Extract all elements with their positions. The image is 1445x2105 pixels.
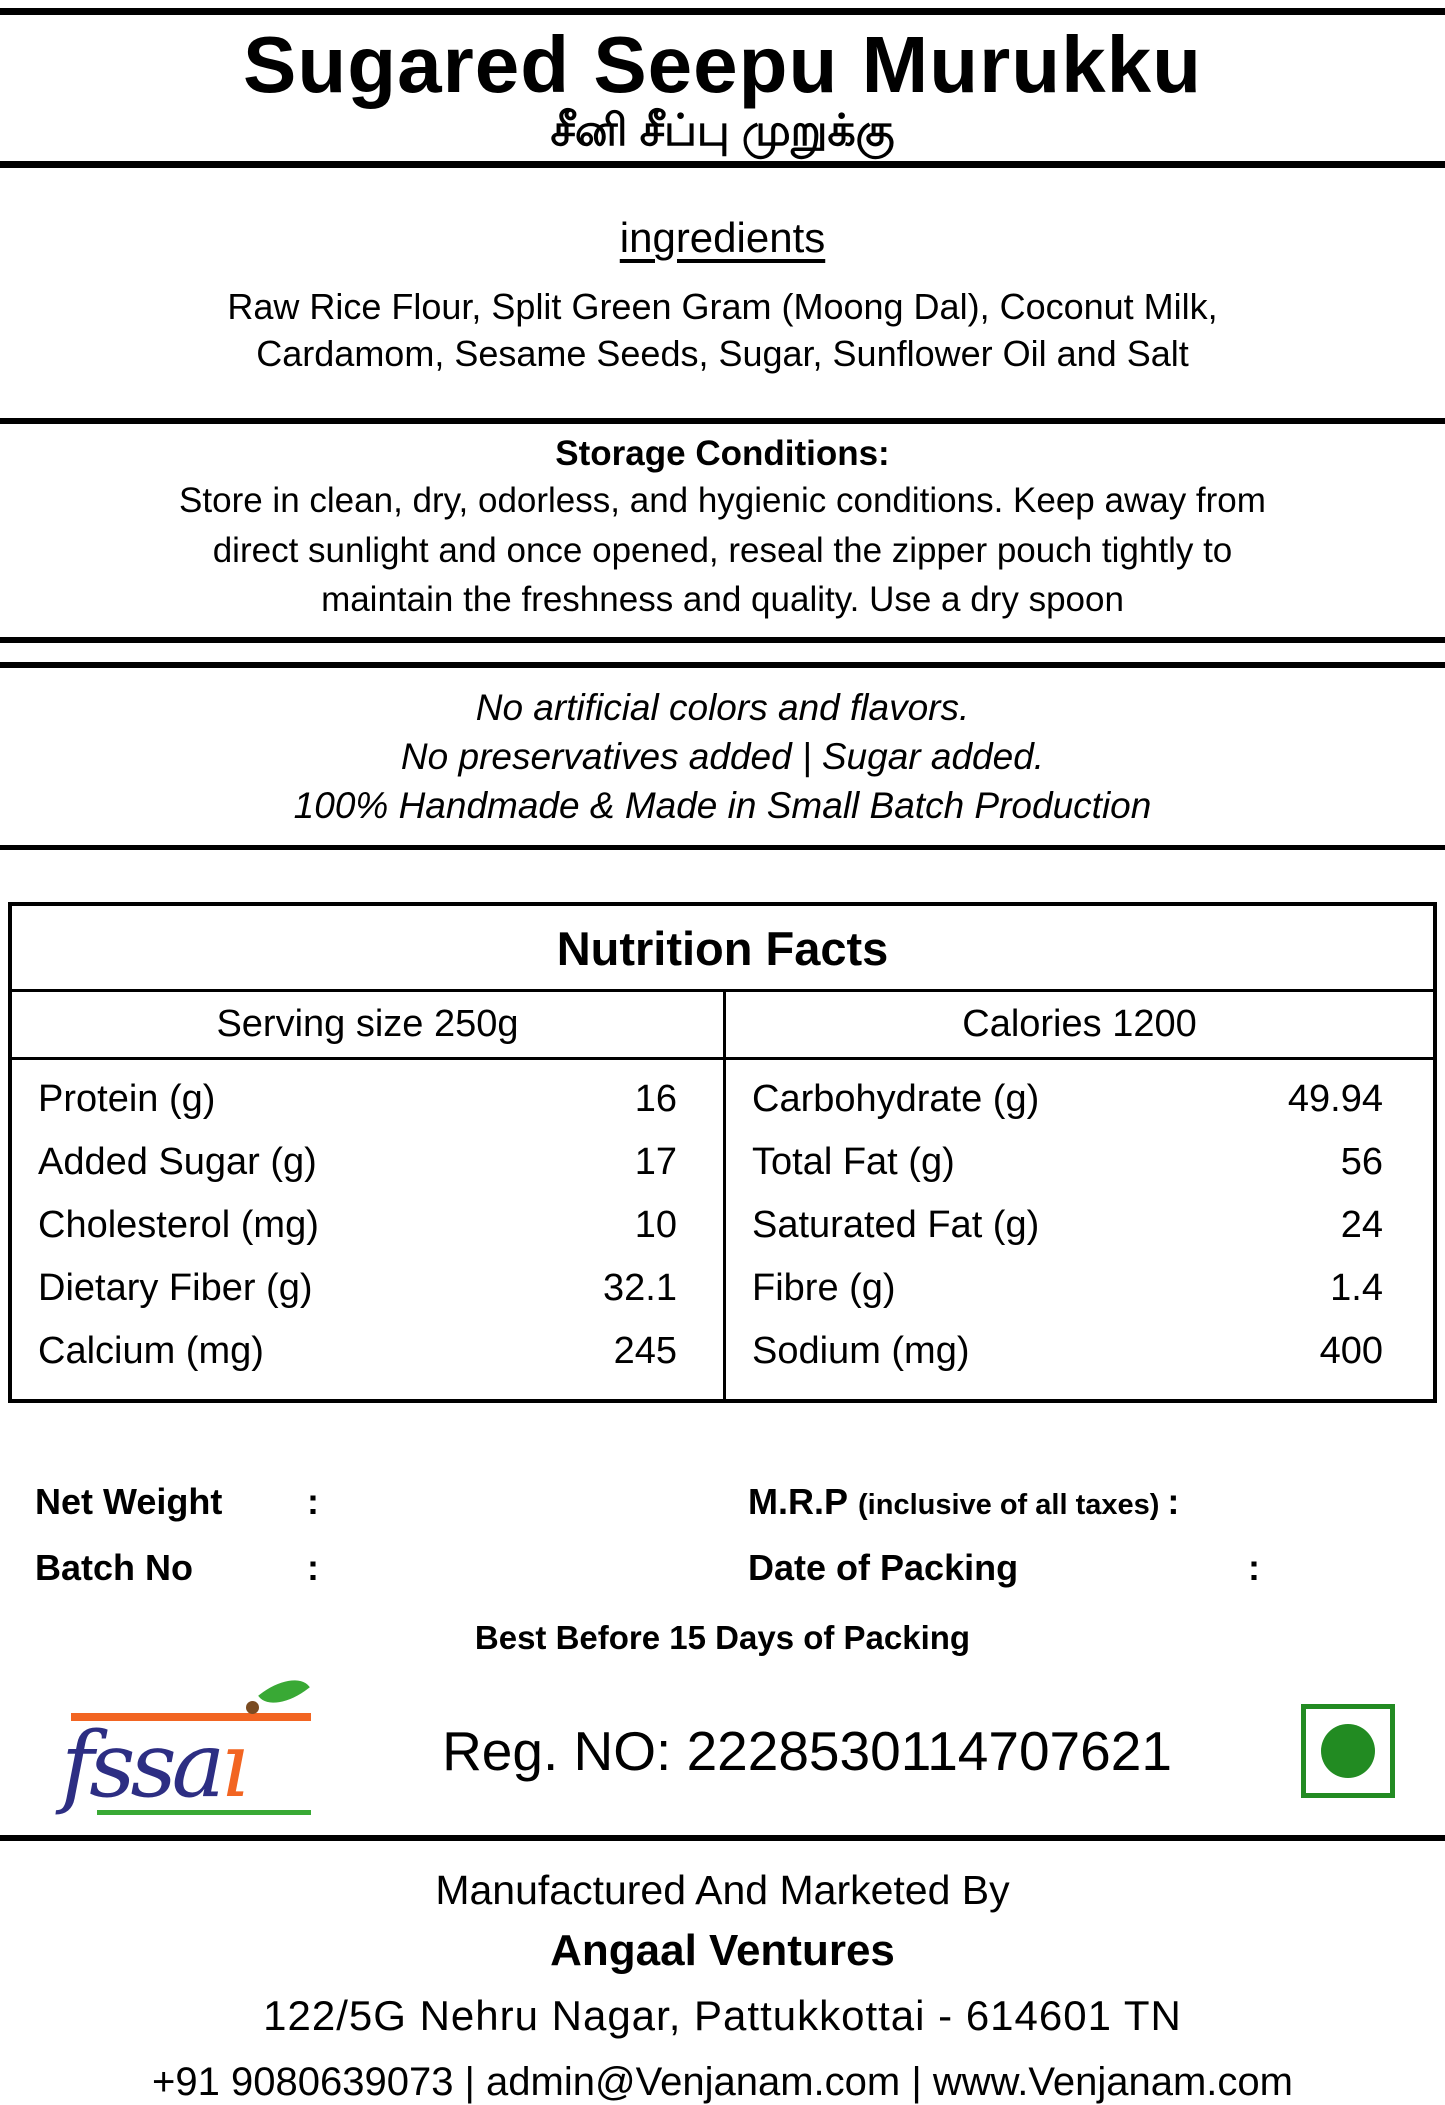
fssai-logo: fssaı xyxy=(55,1667,313,1815)
title-divider xyxy=(0,161,1445,169)
top-divider xyxy=(0,8,1445,15)
nutrient-value: 16 xyxy=(634,1077,677,1120)
nutrient-row: Sodium (mg) 400 xyxy=(726,1320,1433,1383)
fssai-underline xyxy=(97,1809,311,1815)
leaf-icon xyxy=(258,1667,310,1716)
fssai-wordmark: fssaı xyxy=(61,1720,249,1811)
nutrient-label: Dietary Fiber (g) xyxy=(38,1266,313,1309)
nutrient-label: Carbohydrate (g) xyxy=(752,1077,1040,1120)
date-of-packing-label: Date of Packing xyxy=(748,1546,1019,1588)
nutrient-value: 24 xyxy=(1340,1203,1383,1246)
nutrient-row: Total Fat (g) 56 xyxy=(726,1131,1433,1194)
regulatory-row: fssaı Reg. NO: 2228530114707621 xyxy=(0,1667,1445,1819)
nutrient-label: Total Fat (g) xyxy=(752,1140,955,1183)
net-weight-label: Net Weight xyxy=(35,1480,223,1522)
claim-line: No preservatives added | Sugar added. xyxy=(400,735,1045,777)
nutrient-label: Fibre (g) xyxy=(752,1266,896,1309)
nutrition-left-column: Protein (g) 16 Added Sugar (g) 17 Choles… xyxy=(12,1059,726,1399)
colon: : xyxy=(307,1480,319,1522)
nutrient-value: 1.4 xyxy=(1330,1266,1383,1309)
date-of-packing-field: Date of Packing : xyxy=(722,1547,1445,1589)
nutrient-value: 49.94 xyxy=(1287,1077,1383,1120)
leaf-seed-dot xyxy=(246,1700,259,1714)
batch-no-label: Batch No xyxy=(35,1546,194,1588)
nutrient-row: Cholesterol (mg) 10 xyxy=(12,1194,723,1257)
manufactured-by-text: Manufactured And Marketed By xyxy=(435,1866,1010,1913)
colon: : xyxy=(1167,1480,1180,1522)
nutrition-header-row: Serving size 250g Calories 1200 xyxy=(12,991,1433,1060)
label-header: Sugared Seepu Murukku சீனி சீப்பு முறுக்… xyxy=(0,25,1445,155)
nutrient-label: Sodium (mg) xyxy=(752,1329,970,1372)
nutrient-row: Dietary Fiber (g) 32.1 xyxy=(12,1257,723,1320)
nutrient-value: 10 xyxy=(634,1203,677,1246)
veg-mark-icon xyxy=(1301,1703,1395,1798)
fssai-wordmark-i: ı xyxy=(220,1712,249,1818)
company-name: Angaal Ventures xyxy=(550,1925,895,1975)
claim-line: 100% Handmade & Made in Small Batch Prod… xyxy=(293,784,1152,826)
packing-row: Net Weight : M.R.P (inclusive of all tax… xyxy=(0,1481,1445,1523)
batch-no-field: Batch No : xyxy=(0,1547,722,1589)
nutrition-body: Protein (g) 16 Added Sugar (g) 17 Choles… xyxy=(12,1059,1433,1399)
mrp-label: M.R.P xyxy=(748,1480,849,1522)
storage-divider-1 xyxy=(0,637,1445,644)
mrp-note: (inclusive of all taxes) xyxy=(858,1488,1160,1521)
nutrient-value: 245 xyxy=(613,1329,677,1372)
colon: : xyxy=(307,1546,319,1588)
nutrient-row: Carbohydrate (g) 49.94 xyxy=(726,1068,1433,1131)
nutrition-facts-box: Nutrition Facts Serving size 250g Calori… xyxy=(8,901,1437,1403)
packing-info-section: Net Weight : M.R.P (inclusive of all tax… xyxy=(0,1481,1445,1657)
nutrient-label: Protein (g) xyxy=(38,1077,216,1120)
storage-text: Store in clean, dry, odorless, and hygie… xyxy=(179,480,1266,620)
nutrient-value: 17 xyxy=(634,1140,677,1183)
nutrient-label: Cholesterol (mg) xyxy=(38,1203,319,1246)
footer-divider xyxy=(0,1834,1445,1841)
nutrient-row: Added Sugar (g) 17 xyxy=(12,1131,723,1194)
colon: : xyxy=(1248,1546,1260,1588)
mrp-field: M.R.P (inclusive of all taxes) : xyxy=(722,1481,1445,1523)
nutrition-facts-title: Nutrition Facts xyxy=(12,906,1433,992)
storage-section: Storage Conditions: Store in clean, dry,… xyxy=(0,434,1445,625)
ingredients-text: Raw Rice Flour, Split Green Gram (Moong … xyxy=(227,286,1218,375)
nutrient-row: Calcium (mg) 245 xyxy=(12,1320,723,1383)
nutrition-right-column: Carbohydrate (g) 49.94 Total Fat (g) 56 … xyxy=(726,1060,1433,1399)
fssai-reg-number: Reg. NO: 2228530114707621 xyxy=(442,1719,1172,1782)
net-weight-field: Net Weight : xyxy=(0,1481,722,1523)
product-title-tamil: சீனி சீப்பு முறுக்கு xyxy=(550,106,895,155)
calories: Calories 1200 xyxy=(962,1002,1197,1045)
claims-divider xyxy=(0,844,1445,850)
best-before-text: Best Before 15 Days of Packing xyxy=(474,1618,971,1656)
nutrient-value: 56 xyxy=(1340,1140,1383,1183)
storage-divider-2 xyxy=(0,662,1445,669)
company-address: 122/5G Nehru Nagar, Pattukkottai - 61460… xyxy=(263,1991,1182,2039)
manufacturer-section: Manufactured And Marketed By Angaal Vent… xyxy=(0,1867,1445,2105)
contact-line: +91 9080639073 | admin@Venjanam.com | ww… xyxy=(152,2059,1293,2104)
packing-row: Batch No : Date of Packing : xyxy=(0,1547,1445,1589)
claims-section: No artificial colors and flavors. No pre… xyxy=(0,684,1445,830)
nutrient-label: Added Sugar (g) xyxy=(38,1140,317,1183)
product-title: Sugared Seepu Murukku xyxy=(243,20,1202,109)
nutrient-row: Saturated Fat (g) 24 xyxy=(726,1194,1433,1257)
veg-mark-dot xyxy=(1321,1723,1375,1778)
fssai-wordmark-main: fssa xyxy=(61,1712,225,1818)
nutrient-label: Saturated Fat (g) xyxy=(752,1203,1040,1246)
storage-heading: Storage Conditions: xyxy=(555,433,890,473)
nutrient-value: 32.1 xyxy=(603,1266,677,1309)
nutrient-row: Protein (g) 16 xyxy=(12,1068,723,1131)
ingredients-divider xyxy=(0,417,1445,424)
nutrient-label: Calcium (mg) xyxy=(38,1329,264,1372)
claim-line: No artificial colors and flavors. xyxy=(475,687,970,729)
ingredients-heading: ingredients xyxy=(619,214,826,262)
nutrient-row: Fibre (g) 1.4 xyxy=(726,1257,1433,1320)
fssai-bar xyxy=(71,1712,311,1721)
serving-size: Serving size 250g xyxy=(12,991,726,1057)
ingredients-section: ingredients Raw Rice Flour, Split Green … xyxy=(0,214,1445,378)
nutrient-value: 400 xyxy=(1319,1329,1383,1372)
